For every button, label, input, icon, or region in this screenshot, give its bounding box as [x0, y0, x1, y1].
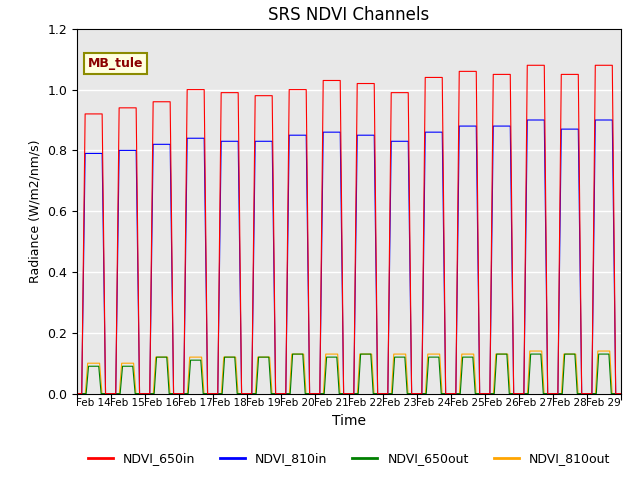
X-axis label: Time: Time — [332, 414, 366, 428]
NDVI_810out — [534, 348, 541, 354]
NDVI_650out — [289, 351, 296, 357]
NDVI_810out — [184, 378, 192, 384]
NDVI_650out — [534, 351, 541, 357]
NDVI_810in — [467, 123, 474, 129]
NDVI_810in — [524, 117, 531, 123]
NDVI_810out — [467, 351, 474, 357]
NDVI_810in — [501, 123, 509, 129]
NDVI_650in — [184, 87, 192, 93]
NDVI_650out — [617, 391, 625, 396]
NDVI_810out — [419, 391, 426, 396]
NDVI_650in — [419, 343, 426, 349]
NDVI_650in — [617, 391, 625, 396]
NDVI_810in — [617, 391, 625, 396]
NDVI_810out — [73, 391, 81, 396]
Line: NDVI_650in: NDVI_650in — [77, 65, 621, 394]
NDVI_650out — [184, 391, 192, 396]
NDVI_650out — [501, 351, 509, 357]
Line: NDVI_650out: NDVI_650out — [77, 354, 621, 394]
NDVI_650in — [73, 391, 81, 396]
NDVI_650out — [419, 391, 426, 396]
NDVI_650in — [611, 309, 619, 314]
NDVI_650out — [467, 354, 474, 360]
Text: MB_tule: MB_tule — [88, 57, 143, 70]
Legend: NDVI_650in, NDVI_810in, NDVI_650out, NDVI_810out: NDVI_650in, NDVI_810in, NDVI_650out, NDV… — [83, 447, 615, 470]
NDVI_650out — [611, 391, 619, 396]
NDVI_650in — [501, 72, 509, 77]
NDVI_810out — [617, 391, 625, 396]
NDVI_810in — [73, 391, 81, 396]
NDVI_810out — [611, 391, 619, 396]
Title: SRS NDVI Channels: SRS NDVI Channels — [268, 6, 429, 24]
NDVI_810in — [184, 135, 192, 141]
NDVI_810out — [501, 351, 509, 357]
Line: NDVI_810out: NDVI_810out — [77, 351, 621, 394]
NDVI_650in — [467, 69, 474, 74]
Line: NDVI_810in: NDVI_810in — [77, 120, 621, 394]
NDVI_810out — [526, 348, 534, 354]
NDVI_650in — [524, 62, 531, 68]
NDVI_810in — [419, 351, 426, 357]
NDVI_810in — [611, 323, 619, 328]
NDVI_650out — [73, 391, 81, 396]
Y-axis label: Radiance (W/m2/nm/s): Radiance (W/m2/nm/s) — [29, 140, 42, 283]
NDVI_810in — [534, 117, 541, 123]
NDVI_650in — [534, 62, 541, 68]
